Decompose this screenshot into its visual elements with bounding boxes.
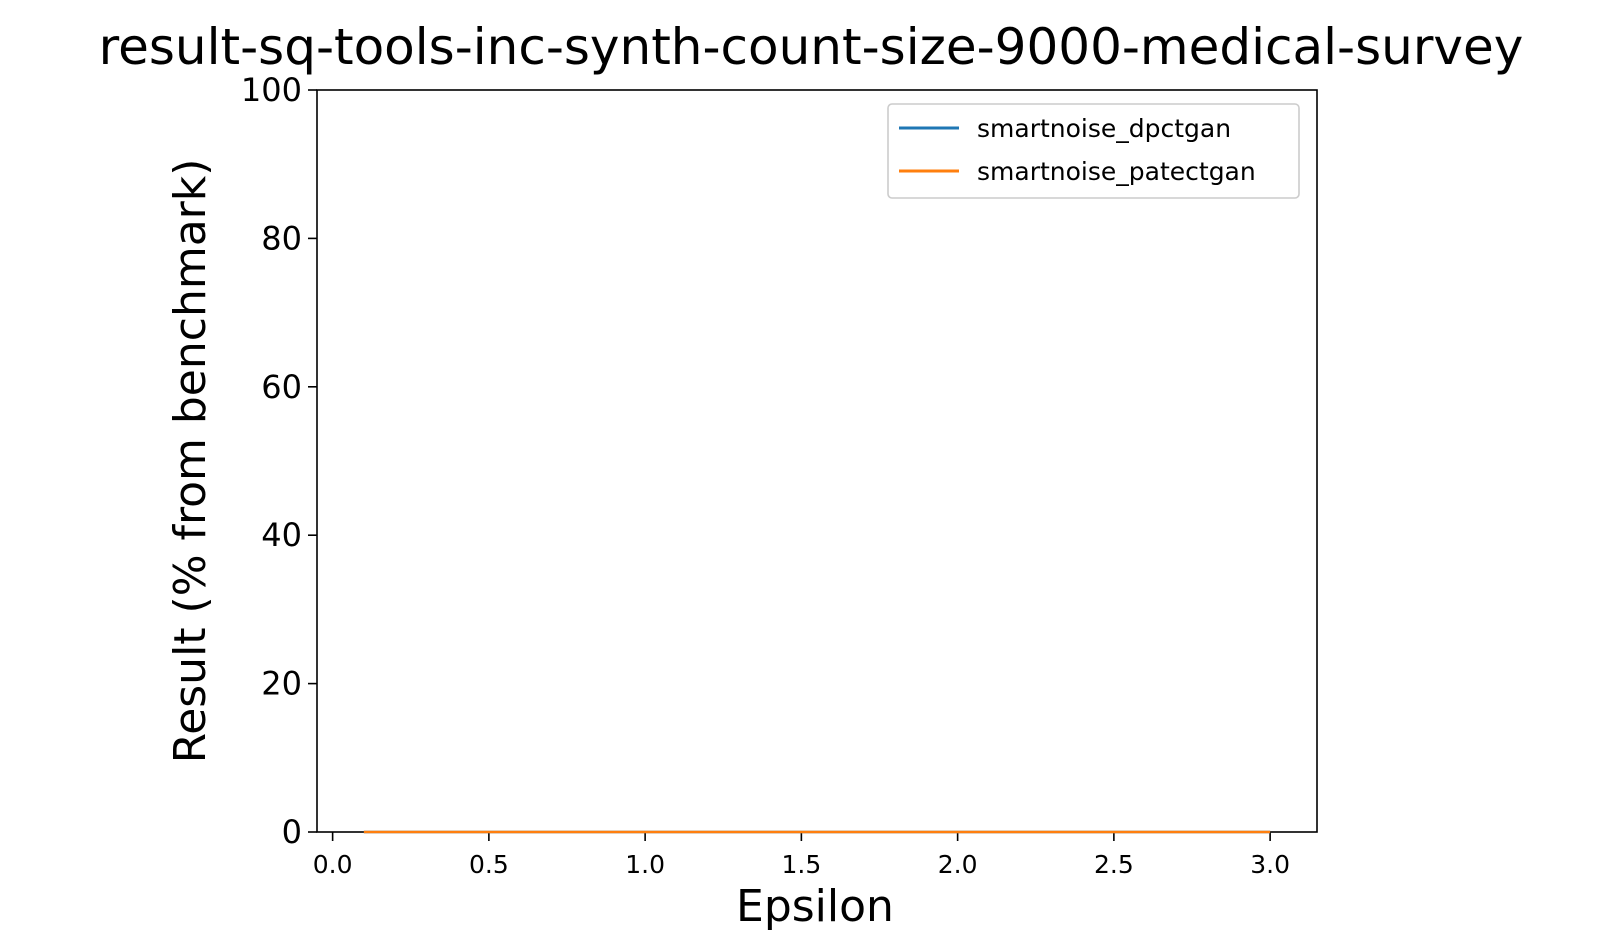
- y-tick-label: 40: [261, 516, 302, 554]
- legend: smartnoise_dpctgan smartnoise_patectgan: [887, 103, 1300, 199]
- chart-title: result-sq-tools-inc-synth-count-size-900…: [99, 18, 1524, 76]
- x-tick-label: 1.5: [781, 850, 821, 879]
- x-axis: 0.0 0.5 1.0 1.5 2.0 2.5 3.0: [313, 832, 1290, 879]
- plot-area: [316, 89, 1318, 833]
- y-axis-label: Result (% from benchmark): [165, 159, 216, 764]
- y-tick-label: 0: [282, 813, 302, 851]
- y-tick-label: 80: [261, 219, 302, 257]
- y-tick-label: 100: [241, 71, 302, 109]
- legend-label: smartnoise_dpctgan: [977, 114, 1231, 143]
- legend-label: smartnoise_patectgan: [977, 157, 1256, 186]
- y-tick-label: 20: [261, 665, 302, 703]
- x-tick-label: 0.0: [313, 850, 353, 879]
- y-tick-label: 60: [261, 368, 302, 406]
- x-tick-label: 3.0: [1250, 850, 1290, 879]
- x-tick-label: 0.5: [469, 850, 509, 879]
- legend-frame: [887, 103, 1300, 199]
- x-tick-label: 2.0: [938, 850, 978, 879]
- x-axis-label: Epsilon: [736, 881, 894, 932]
- x-tick-label: 1.0: [625, 850, 665, 879]
- y-axis: 0 20 40 60 80 100: [241, 71, 317, 851]
- x-tick-label: 2.5: [1094, 850, 1134, 879]
